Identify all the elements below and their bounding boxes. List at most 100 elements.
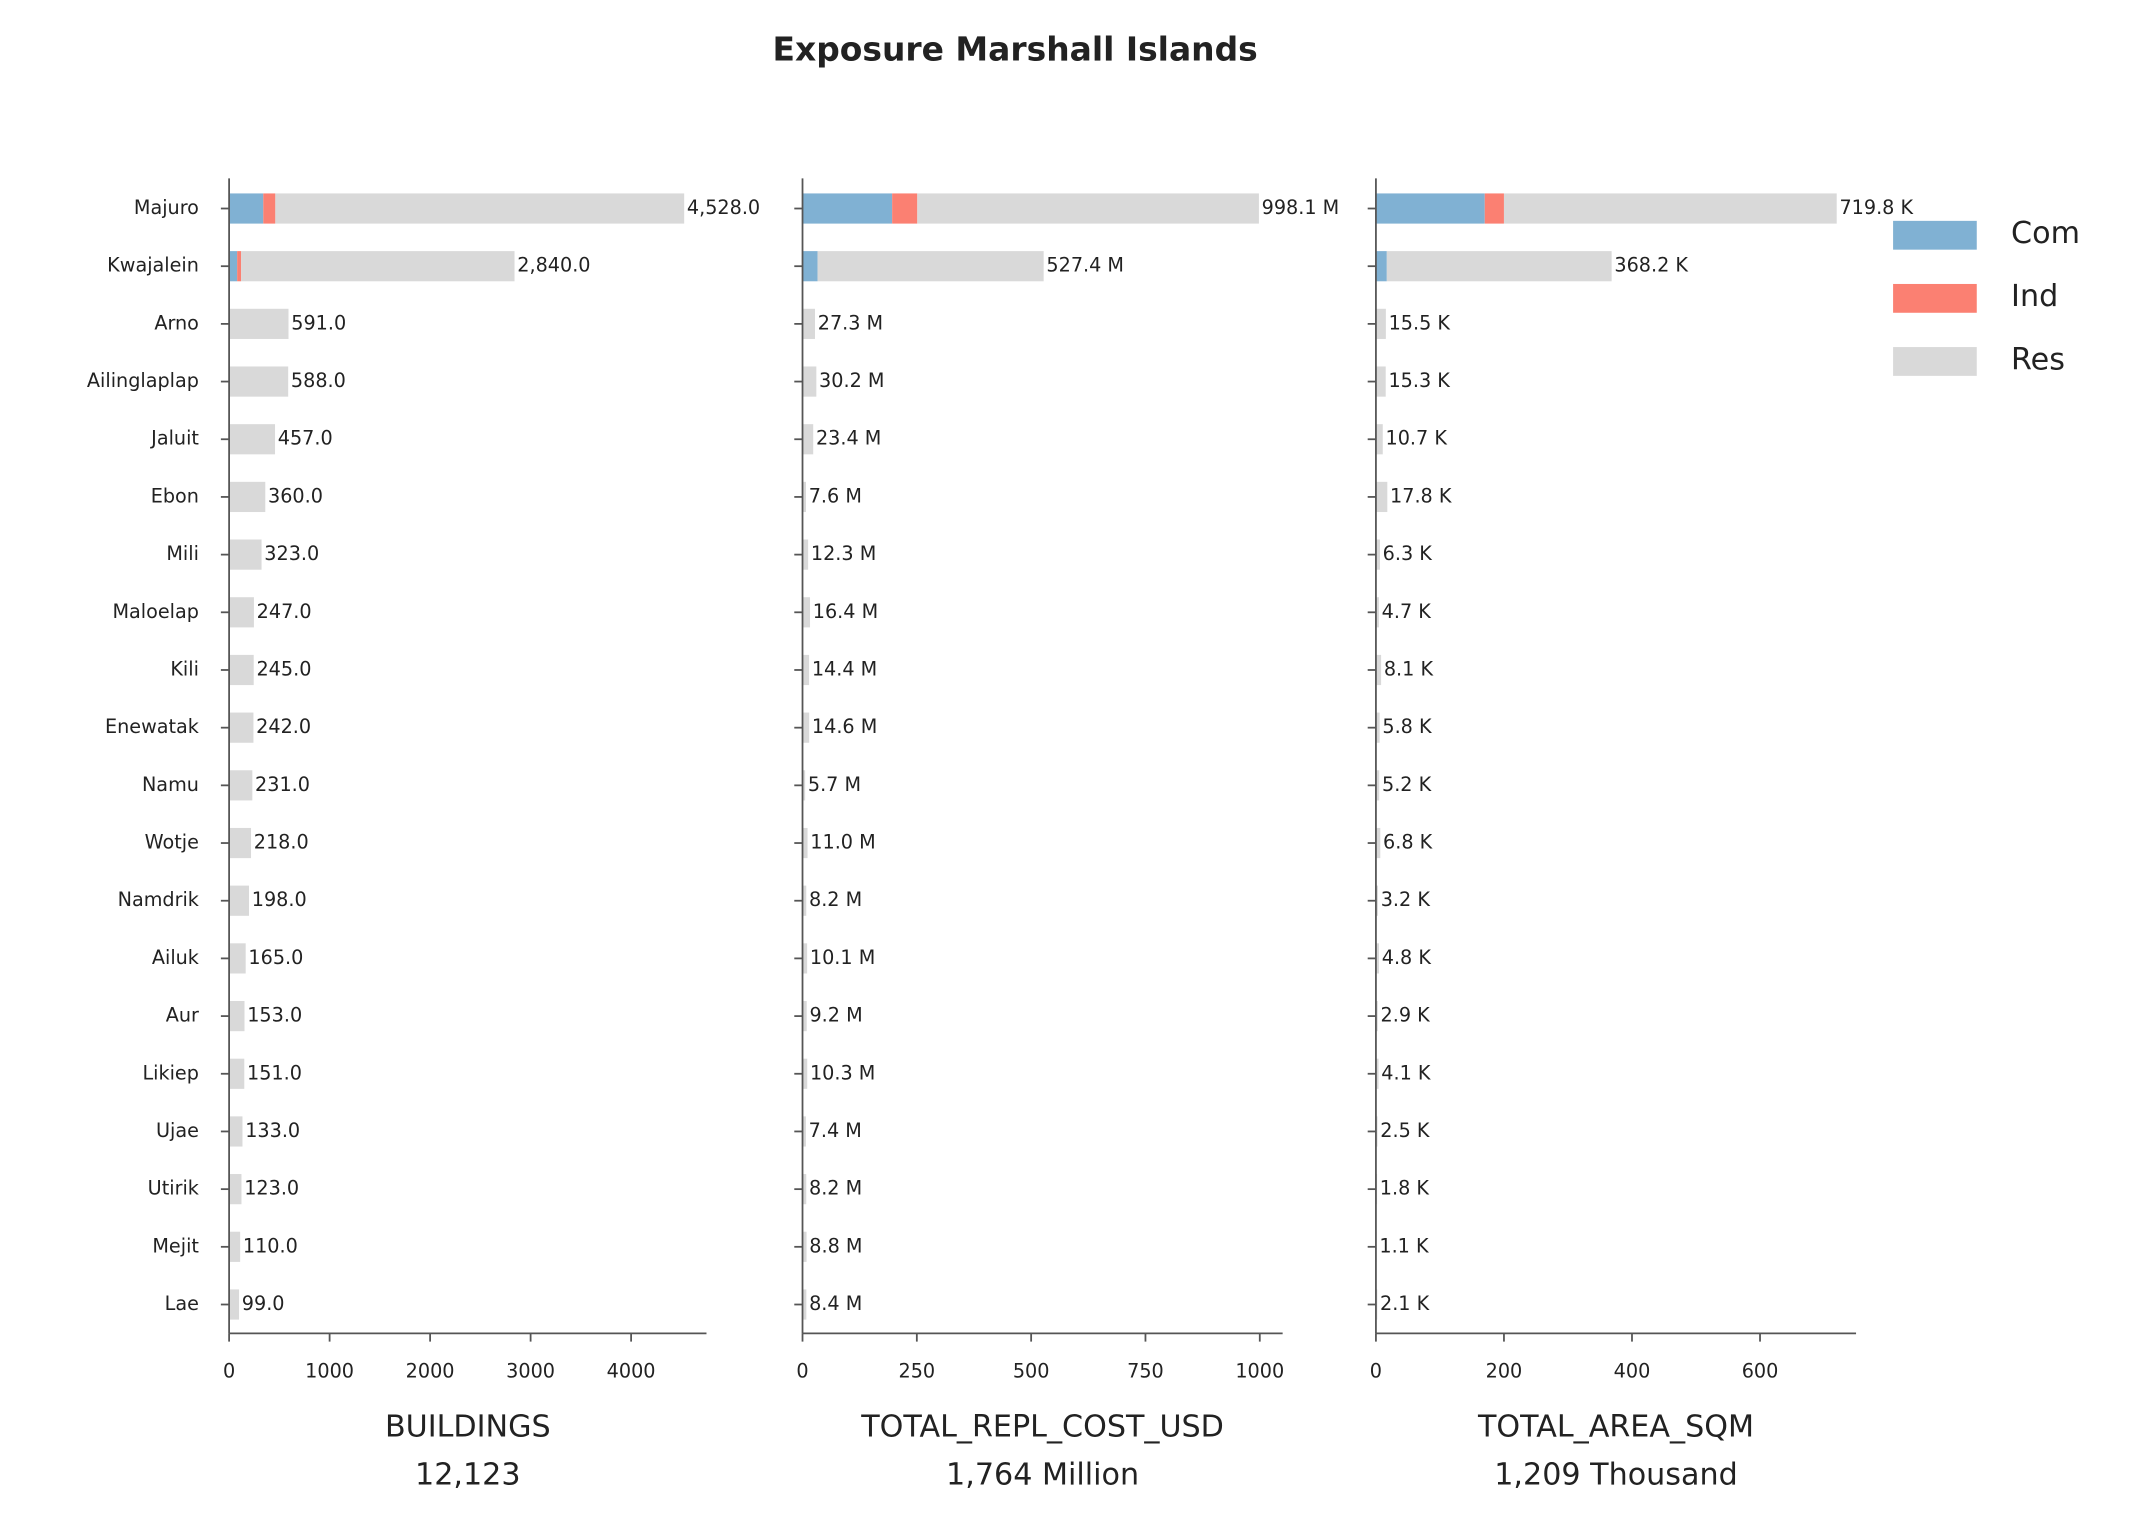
bar-segment: [802, 885, 807, 916]
bar-segment: [1375, 251, 1387, 282]
legend-label: Res: [2011, 342, 2065, 377]
bar-segment: [817, 251, 1044, 282]
value-label: 247.0: [257, 600, 312, 623]
bar-segment: [1375, 712, 1380, 743]
value-label: 17.8 K: [1390, 484, 1452, 507]
legend-swatch: [1893, 283, 1977, 313]
bar-segment: [229, 943, 246, 974]
bar-segment: [229, 597, 254, 628]
value-label: 15.5 K: [1389, 311, 1451, 334]
value-label: 2.1 K: [1380, 1292, 1430, 1315]
bar-segment: [802, 712, 810, 743]
value-label: 8.2 M: [809, 888, 862, 911]
value-label: 527.4 M: [1046, 254, 1124, 277]
bar-segment: [275, 193, 685, 224]
bar-segment: [802, 193, 893, 224]
x-tick-label: 0: [796, 1359, 808, 1382]
value-label: 1.8 K: [1380, 1177, 1430, 1200]
y-tick-label: Ebon: [151, 484, 199, 507]
value-label: 5.2 K: [1382, 773, 1432, 796]
value-label: 719.8 K: [1839, 196, 1913, 219]
y-tick-label: Jaluit: [150, 427, 199, 450]
x-tick-label: 2000: [406, 1359, 455, 1382]
y-tick-label: Wotje: [145, 831, 199, 854]
x-tick-label: 1000: [305, 1359, 354, 1382]
value-label: 16.4 M: [813, 600, 878, 623]
x-tick-label: 750: [1127, 1359, 1164, 1382]
value-label: 6.8 K: [1383, 831, 1433, 854]
value-label: 588.0: [291, 369, 346, 392]
value-label: 10.1 M: [810, 946, 875, 969]
value-label: 30.2 M: [819, 369, 884, 392]
value-label: 1.1 K: [1379, 1234, 1429, 1257]
x-axis-total: 12,123: [415, 1458, 521, 1493]
y-tick-label: Arno: [154, 311, 199, 334]
value-label: 15.3 K: [1388, 369, 1450, 392]
value-label: 99.0: [242, 1292, 285, 1315]
value-label: 198.0: [252, 888, 307, 911]
bar-segment: [1503, 193, 1837, 224]
value-label: 27.3 M: [818, 311, 883, 334]
bar-segment: [1375, 424, 1383, 455]
x-tick-label: 250: [899, 1359, 936, 1382]
value-label: 6.3 K: [1383, 542, 1433, 565]
bar-segment: [802, 251, 818, 282]
value-label: 8.8 M: [809, 1234, 862, 1257]
x-axis-total: 1,764 Million: [946, 1458, 1139, 1493]
bar-segment: [1375, 481, 1388, 513]
bar-segment: [1375, 193, 1485, 224]
bar-segment: [892, 193, 918, 224]
bar-segment: [1375, 539, 1380, 570]
bar-segment: [802, 827, 808, 859]
x-tick-label: 200: [1486, 1359, 1523, 1382]
bar-segment: [802, 943, 808, 974]
value-label: 14.6 M: [812, 715, 877, 738]
bar-segment: [802, 481, 806, 513]
y-tick-label: Likiep: [142, 1061, 198, 1084]
y-tick-label: Kili: [170, 657, 199, 680]
bar-segment: [263, 193, 276, 224]
bar-segment: [802, 1058, 808, 1089]
value-label: 3.2 K: [1381, 888, 1431, 911]
bar-segment: [1375, 1058, 1379, 1089]
x-tick-label: 0: [223, 1359, 235, 1382]
bar-segment: [802, 308, 815, 339]
bar-segment: [802, 424, 814, 455]
x-axis-label: TOTAL_REPL_COST_USD: [860, 1410, 1224, 1445]
bar-segment: [1375, 827, 1381, 859]
x-tick-label: 500: [1013, 1359, 1050, 1382]
value-label: 4.1 K: [1381, 1061, 1431, 1084]
y-tick-label: Maloelap: [112, 600, 198, 623]
value-label: 9.2 M: [809, 1004, 862, 1027]
bar-segment: [802, 597, 811, 628]
legend-swatch: [1893, 220, 1977, 250]
bar-segment: [229, 424, 276, 455]
value-label: 457.0: [278, 427, 333, 450]
y-tick-label: Ailinglaplap: [87, 369, 199, 392]
bar-segment: [229, 539, 262, 570]
chart-title: Exposure Marshall Islands: [773, 29, 1258, 68]
value-label: 2.5 K: [1380, 1119, 1430, 1142]
value-label: 242.0: [256, 715, 311, 738]
value-label: 7.4 M: [809, 1119, 862, 1142]
bar-segment: [1386, 251, 1612, 282]
y-tick-label: Aur: [166, 1004, 199, 1027]
bar-segment: [802, 366, 817, 397]
bar-segment: [1375, 943, 1379, 974]
y-tick-label: Mili: [166, 542, 199, 565]
x-axis-label: TOTAL_AREA_SQM: [1477, 1410, 1754, 1445]
value-label: 7.6 M: [809, 484, 862, 507]
value-label: 23.4 M: [816, 427, 881, 450]
bar-segment: [229, 770, 253, 801]
value-label: 153.0: [247, 1004, 302, 1027]
legend-label: Com: [2011, 216, 2080, 251]
bar-segment: [237, 251, 242, 282]
value-label: 323.0: [264, 542, 319, 565]
value-label: 8.4 M: [809, 1292, 862, 1315]
value-label: 2,840.0: [517, 254, 590, 277]
y-tick-label: Utirik: [148, 1177, 200, 1200]
value-label: 5.8 K: [1382, 715, 1432, 738]
bar-segment: [229, 885, 250, 916]
x-tick-label: 4000: [607, 1359, 656, 1382]
